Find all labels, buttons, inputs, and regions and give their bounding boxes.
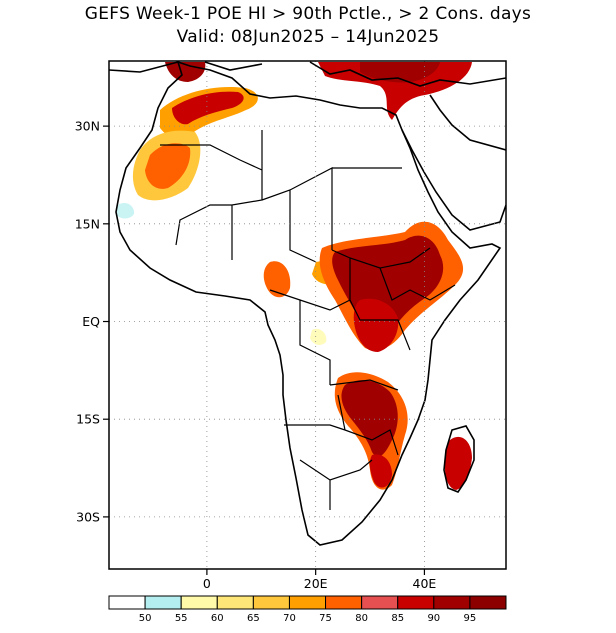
colorbar-swatch xyxy=(144,595,182,610)
y-tick-label: 30N xyxy=(75,119,100,134)
colorbar-label: 75 xyxy=(319,613,332,624)
colorbar: 50 55 60 65 70 75 80 85 90 95 xyxy=(108,595,507,624)
hotspot-western-sahara-core xyxy=(145,143,191,189)
colorbar-swatch xyxy=(180,595,218,610)
colorbar-label: 90 xyxy=(427,613,440,624)
colorbar-swatch xyxy=(361,595,399,610)
colorbar-label: 55 xyxy=(175,613,188,624)
y-tick-label: 30S xyxy=(76,509,100,524)
colorbar-swatch xyxy=(433,595,471,610)
arabia-coast xyxy=(401,94,506,231)
hotspot-east-med-core xyxy=(360,62,440,83)
national-borders xyxy=(160,130,456,510)
hotspot-uganda xyxy=(353,298,399,352)
colorbar-label: 50 xyxy=(139,613,152,624)
europe-coast xyxy=(109,61,506,87)
fringe-central xyxy=(310,328,327,345)
y-tick-label: EQ xyxy=(82,314,100,329)
x-tick-label: 40E xyxy=(413,576,437,591)
hotspot-east-med xyxy=(318,62,472,120)
chart-title: GEFS Week-1 POE HI > 90th Pctle., > 2 Co… xyxy=(84,4,532,24)
x-axis: 0 20E 40E xyxy=(203,569,437,591)
hotspot-morocco-core xyxy=(172,91,244,125)
coastlines-borders xyxy=(109,61,506,546)
colorbar-swatch xyxy=(252,595,290,610)
gridlines xyxy=(109,61,506,569)
map-frame xyxy=(108,60,507,570)
y-tick-label: 15S xyxy=(76,412,100,427)
colorbar-label: 85 xyxy=(391,613,404,624)
colorbar-label: 65 xyxy=(247,613,260,624)
colorbar-label: 95 xyxy=(464,613,477,624)
madagascar-coast xyxy=(443,425,475,493)
colorbar-swatch xyxy=(108,595,146,610)
colorbar-label: 80 xyxy=(355,613,368,624)
y-tick-label: 15N xyxy=(75,216,100,231)
colorbar-swatch xyxy=(288,595,327,610)
hotspot-madagascar xyxy=(444,436,472,490)
probability-shading xyxy=(116,62,472,490)
x-tick-label: 20E xyxy=(304,576,328,591)
x-tick-label: 0 xyxy=(203,576,211,591)
colorbar-swatch xyxy=(325,595,363,610)
colorbar-swatch xyxy=(469,595,507,610)
colorbar-swatch xyxy=(397,595,435,610)
colorbar-label: 60 xyxy=(211,613,224,624)
africa-coastline xyxy=(115,61,502,546)
hotspot-mozambique-south xyxy=(369,454,392,488)
y-axis: 30N 15N EQ 15S 30S xyxy=(75,119,109,524)
colorbar-swatch xyxy=(216,595,254,610)
colorbar-label: 70 xyxy=(283,613,296,624)
fringe-west xyxy=(116,203,135,219)
chart-subtitle: Valid: 08Jun2025 – 14Jun2025 xyxy=(176,27,440,47)
hotspot-zambia-core xyxy=(341,380,398,457)
hotspot-nigeria xyxy=(263,261,291,298)
